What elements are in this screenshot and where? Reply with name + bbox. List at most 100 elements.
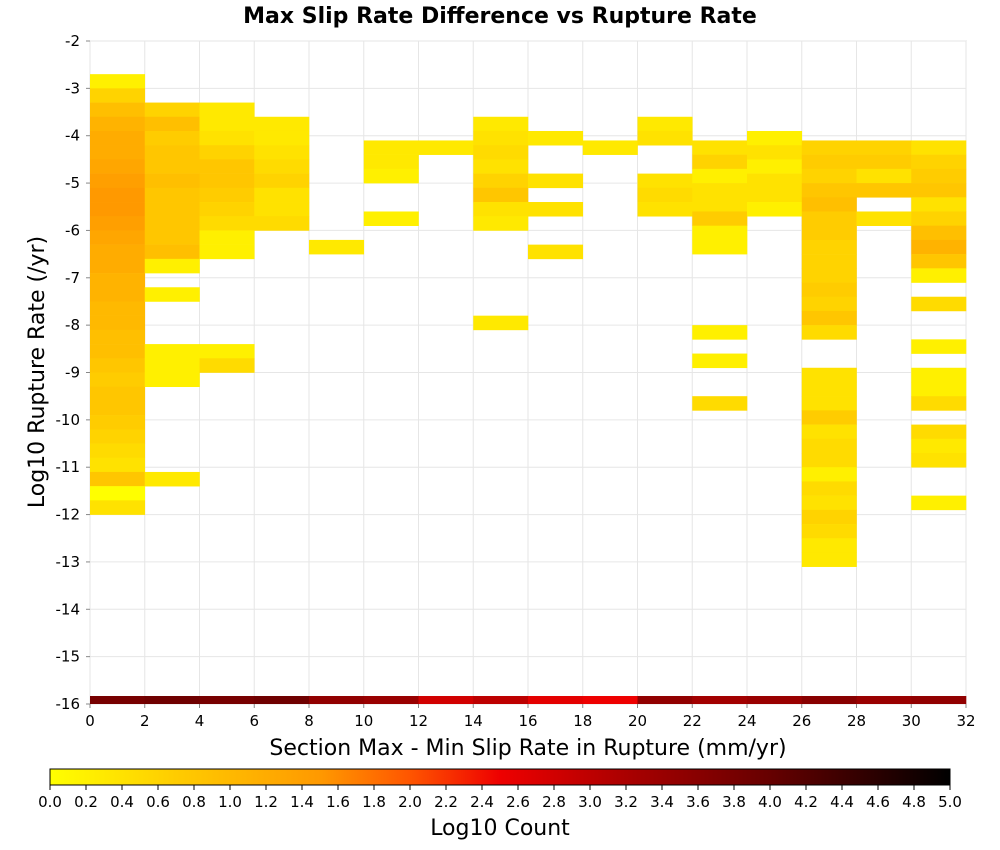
heatmap-cell <box>911 438 967 454</box>
heatmap-cell <box>801 438 857 454</box>
heatmap-cell <box>199 173 255 189</box>
heatmap-cell <box>473 315 529 331</box>
heatmap-cell <box>363 168 419 184</box>
y-tick-label: -12 <box>56 506 81 524</box>
heatmap-cell <box>90 244 146 260</box>
y-tick-label: -15 <box>56 648 81 666</box>
heatmap-cell <box>911 211 967 226</box>
heatmap-cell <box>144 696 200 704</box>
heatmap-cell <box>637 202 693 217</box>
heatmap-cell <box>90 287 146 302</box>
heatmap-cell <box>90 386 146 402</box>
colorbar-tick-label: 1.8 <box>362 793 386 811</box>
x-tick-label: 28 <box>847 712 866 730</box>
x-tick-label: 20 <box>628 712 647 730</box>
heatmap-cell <box>199 145 255 160</box>
colorbar-tick-label: 1.0 <box>218 793 242 811</box>
heatmap-cell <box>856 696 912 704</box>
heatmap-cell <box>911 367 967 383</box>
heatmap-cell <box>856 183 912 198</box>
heatmap-cell <box>801 183 857 198</box>
heatmap-cell <box>747 202 803 217</box>
heatmap-cell <box>363 154 419 170</box>
heatmap-cell <box>911 696 967 704</box>
heatmap-cell <box>199 116 255 132</box>
heatmap-cell <box>90 457 146 473</box>
heatmap-cell <box>911 168 967 184</box>
heatmap-cell <box>692 211 748 226</box>
colorbar-tick-label: 4.8 <box>902 793 926 811</box>
heatmap-cell <box>473 202 529 217</box>
heatmap-cell <box>692 154 748 170</box>
heatmap-cell <box>747 159 803 174</box>
heatmap-cell <box>473 145 529 160</box>
heatmap-cell <box>363 211 419 226</box>
colorbar-tick-label: 3.2 <box>614 793 638 811</box>
heatmap-cell <box>144 244 200 260</box>
heatmap-cell <box>90 187 146 203</box>
heatmap-cell <box>692 197 748 212</box>
heatmap-cell <box>911 254 967 269</box>
y-tick-label: -4 <box>65 127 80 145</box>
heatmap-cell <box>911 453 967 468</box>
colorbar-tick-label: 2.6 <box>506 793 530 811</box>
heatmap-cell <box>856 168 912 184</box>
heatmap-cell <box>911 296 967 312</box>
heatmap-cell <box>911 424 967 440</box>
heatmap-cell <box>199 102 255 118</box>
heatmap-cell <box>692 353 748 369</box>
y-tick-label: -7 <box>65 269 80 287</box>
heatmap-cell <box>90 415 146 430</box>
heatmap-cell <box>254 116 310 132</box>
heatmap-cell <box>309 239 365 255</box>
colorbar-tick-label: 3.8 <box>722 793 746 811</box>
heatmap-cell <box>473 130 529 146</box>
heatmap-cell <box>911 396 967 411</box>
heatmap-cell <box>801 453 857 468</box>
heatmap-cell <box>144 202 200 217</box>
colorbar-tick-label: 0.8 <box>182 793 206 811</box>
heatmap-cell <box>473 159 529 174</box>
x-tick-label: 4 <box>195 712 205 730</box>
heatmap-cell <box>692 183 748 198</box>
colorbar <box>49 768 951 786</box>
heatmap-cell <box>801 495 857 511</box>
heatmap-cell <box>801 325 857 340</box>
heatmap-cell <box>801 168 857 184</box>
heatmap-cell <box>199 202 255 217</box>
heatmap-cell <box>692 225 748 241</box>
heatmap-cell <box>418 140 474 155</box>
x-tick-label: 14 <box>464 712 483 730</box>
heatmap-cell <box>637 116 693 132</box>
heatmap-cell <box>144 358 200 373</box>
heatmap-cell <box>90 173 146 189</box>
colorbar-tick-label: 2.2 <box>434 793 458 811</box>
heatmap-cell <box>911 140 967 155</box>
heatmap-cell <box>144 230 200 245</box>
heatmap-cell <box>363 140 419 155</box>
heatmap-cell <box>911 197 967 212</box>
y-tick-label: -9 <box>65 364 80 382</box>
colorbar-tick-label: 1.6 <box>326 793 350 811</box>
heatmap-cell <box>801 140 857 155</box>
heatmap-bottom-row <box>90 696 967 704</box>
heatmap-cell <box>144 344 200 359</box>
heatmap-cell <box>801 282 857 298</box>
y-tick-label: -11 <box>56 458 81 476</box>
heatmap-cell <box>90 696 146 704</box>
heatmap-cells <box>90 74 967 567</box>
colorbar-tick-label: 1.2 <box>254 793 278 811</box>
heatmap-cell <box>90 159 146 174</box>
heatmap-cell <box>801 254 857 269</box>
x-tick-label: 18 <box>573 712 592 730</box>
heatmap-cell <box>144 145 200 160</box>
heatmap-cell <box>637 173 693 189</box>
heatmap-cell <box>90 315 146 331</box>
heatmap-cell <box>801 552 857 567</box>
colorbar-tick-label: 2.4 <box>470 793 494 811</box>
heatmap-cell <box>801 424 857 440</box>
heatmap-cell <box>90 230 146 245</box>
heatmap-cell <box>801 367 857 383</box>
x-tick-label: 6 <box>249 712 259 730</box>
heatmap-cell <box>90 258 146 274</box>
